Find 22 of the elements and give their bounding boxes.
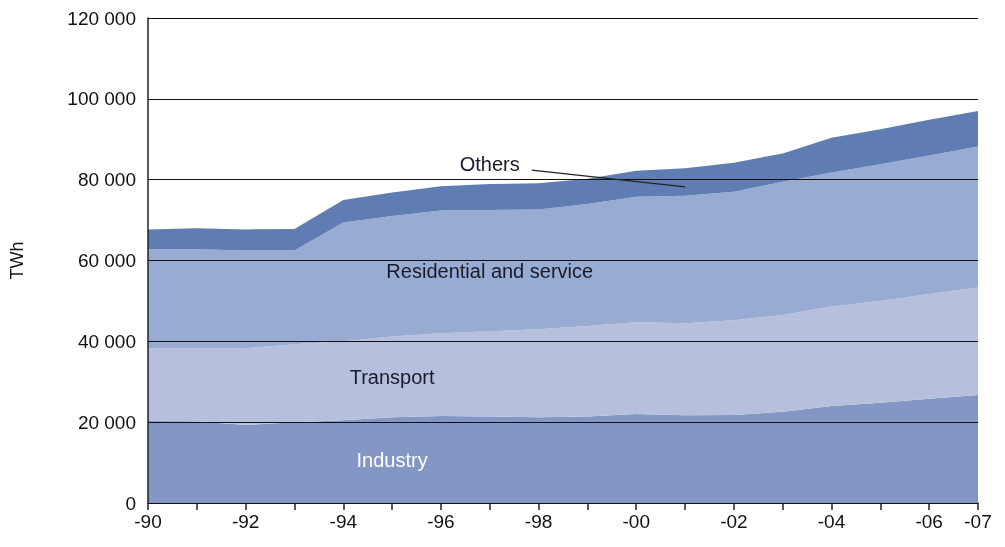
x-tick-label: -98 [524,511,553,532]
y-tick-label: 120 000 [67,7,136,29]
x-tick-label: -07 [964,511,992,532]
y-tick-label: 100 000 [67,88,136,110]
x-tick-label: -96 [427,511,455,532]
y-tick-label: 0 [125,492,136,514]
x-tick-label: -94 [329,511,358,532]
x-tick-label: -06 [915,511,943,532]
y-tick-label: 80 000 [77,169,136,191]
series-label: Others [459,153,520,176]
x-tick-label: -04 [817,511,846,532]
x-tick-label: -90 [134,511,162,532]
x-tick-label: -92 [231,511,260,532]
x-tick-label: -02 [720,511,748,532]
y-tick-label: 20 000 [77,411,136,433]
y-axis-title: TWh [7,241,27,280]
series-label: Industry [356,449,428,472]
y-tick-label: 60 000 [77,250,136,271]
series-label: Residential and service [386,259,594,282]
series-label: Transport [349,365,435,388]
x-tick-label: -00 [622,511,650,532]
y-tick-label: 40 000 [77,330,136,352]
